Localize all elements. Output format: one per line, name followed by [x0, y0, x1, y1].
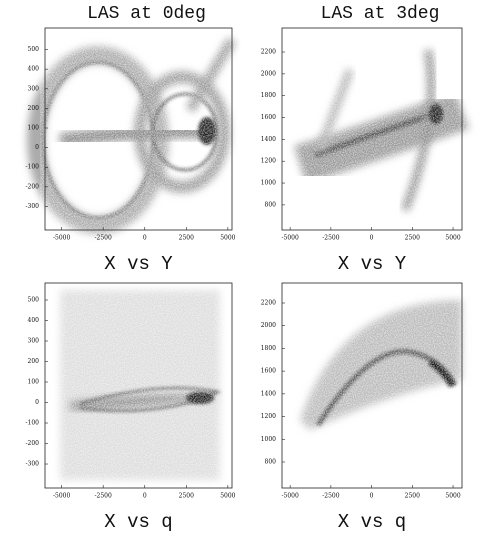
y-tick-label: 400 — [28, 317, 40, 324]
x-tick-label: 5000 — [445, 493, 460, 500]
y-tick-label: 2000 — [261, 70, 276, 77]
x-tick-label: -5000 — [53, 235, 70, 242]
y-tick-label: 100 — [28, 379, 40, 386]
y-tick-label: 2000 — [261, 322, 276, 329]
y-tick-label: 800 — [265, 458, 277, 465]
y-tick-label: 400 — [28, 66, 40, 73]
y-tick-label: 1000 — [261, 436, 276, 443]
panel-title: LAS at 3deg — [321, 4, 440, 24]
y-tick-label: 0 — [35, 399, 39, 406]
x-axis-label: X vs Y — [104, 253, 173, 275]
x-tick-label: 5000 — [445, 235, 460, 242]
x-tick-label: 2500 — [179, 235, 194, 242]
x-tick-label: -5000 — [281, 493, 298, 500]
x-tick-label: -2500 — [322, 493, 339, 500]
x-tick-label: 5000 — [220, 235, 235, 242]
y-tick-label: 100 — [28, 125, 40, 132]
x-tick-label: -2500 — [95, 493, 112, 500]
y-tick-label: 500 — [28, 297, 40, 304]
y-tick-label: 300 — [28, 85, 40, 92]
y-tick-label: -300 — [26, 461, 40, 468]
y-tick-label: 1600 — [261, 368, 276, 375]
y-tick-label: 500 — [28, 46, 40, 53]
x-tick-label: 0 — [370, 235, 374, 242]
plot-frame — [44, 282, 233, 489]
x-axis-label: X vs q — [338, 511, 406, 533]
y-tick-label: 2200 — [261, 299, 276, 306]
x-tick-label: -5000 — [53, 493, 70, 500]
plot-frame — [281, 282, 463, 489]
y-tick-label: 1200 — [261, 158, 276, 165]
y-tick-label: 1800 — [261, 345, 276, 352]
y-tick-label: 1400 — [261, 390, 276, 397]
y-tick-label: 200 — [28, 358, 40, 365]
x-axis-label: X vs Y — [338, 253, 407, 275]
y-tick-label: 800 — [265, 201, 277, 208]
x-tick-label: 0 — [370, 493, 374, 500]
y-tick-label: 2200 — [261, 49, 276, 56]
y-tick-label: 1400 — [261, 136, 276, 143]
y-tick-label: 200 — [28, 105, 40, 112]
y-tick-label: -300 — [26, 203, 40, 210]
x-tick-label: 2500 — [405, 235, 420, 242]
y-tick-label: 1200 — [261, 413, 276, 420]
y-tick-label: -100 — [26, 164, 40, 171]
x-tick-label: -2500 — [322, 235, 339, 242]
x-tick-label: 0 — [143, 235, 147, 242]
x-tick-label: -5000 — [281, 235, 298, 242]
y-tick-label: 300 — [28, 338, 40, 345]
y-tick-label: 1000 — [261, 180, 276, 187]
plot-frame — [281, 27, 463, 231]
x-axis-label: X vs q — [104, 511, 172, 533]
y-tick-label: -100 — [26, 420, 40, 427]
y-tick-label: -200 — [26, 183, 40, 190]
x-tick-label: 2500 — [179, 493, 194, 500]
y-tick-label: 1600 — [261, 114, 276, 121]
y-tick-label: 1800 — [261, 92, 276, 99]
x-tick-label: 0 — [143, 493, 147, 500]
noise — [40, 25, 470, 495]
y-tick-label: -200 — [26, 440, 40, 447]
x-tick-label: 2500 — [405, 493, 420, 500]
panel-title: LAS at 0deg — [87, 4, 206, 24]
y-tick-label: 0 — [35, 144, 39, 151]
x-tick-label: -2500 — [95, 235, 112, 242]
plot-frame — [44, 27, 233, 231]
x-tick-label: 5000 — [220, 493, 235, 500]
